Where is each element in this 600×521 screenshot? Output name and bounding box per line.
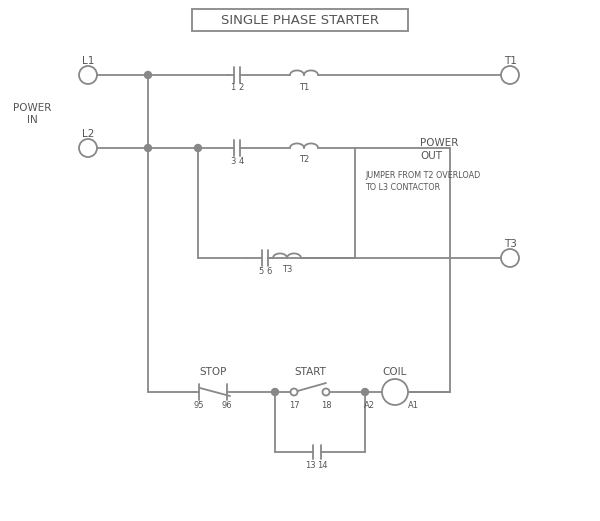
Text: L2: L2 bbox=[82, 129, 94, 139]
Text: 17: 17 bbox=[289, 401, 299, 410]
Text: STOP: STOP bbox=[199, 367, 227, 377]
Text: 14: 14 bbox=[317, 461, 327, 469]
Text: T3: T3 bbox=[503, 239, 517, 249]
Text: SINGLE PHASE STARTER: SINGLE PHASE STARTER bbox=[221, 14, 379, 27]
Text: L1: L1 bbox=[82, 56, 94, 66]
Text: POWER: POWER bbox=[13, 103, 51, 113]
Text: 5: 5 bbox=[259, 267, 263, 276]
Circle shape bbox=[290, 389, 298, 395]
Circle shape bbox=[361, 389, 368, 395]
Text: A1: A1 bbox=[407, 401, 419, 410]
Text: T2: T2 bbox=[299, 155, 309, 165]
Text: 2: 2 bbox=[238, 83, 244, 93]
Text: JUMPER FROM T2 OVERLOAD: JUMPER FROM T2 OVERLOAD bbox=[365, 171, 480, 180]
Text: 1: 1 bbox=[230, 83, 236, 93]
Text: 95: 95 bbox=[194, 401, 204, 410]
Circle shape bbox=[194, 144, 202, 152]
Text: IN: IN bbox=[26, 115, 37, 125]
Text: 6: 6 bbox=[266, 267, 272, 276]
Text: COIL: COIL bbox=[383, 367, 407, 377]
Circle shape bbox=[501, 66, 519, 84]
Text: 96: 96 bbox=[221, 401, 232, 410]
Circle shape bbox=[79, 139, 97, 157]
Circle shape bbox=[501, 249, 519, 267]
Text: A2: A2 bbox=[364, 401, 374, 410]
Text: 3: 3 bbox=[230, 156, 236, 166]
Text: T3: T3 bbox=[282, 266, 292, 275]
Circle shape bbox=[382, 379, 408, 405]
Text: T1: T1 bbox=[299, 82, 309, 92]
Circle shape bbox=[323, 389, 329, 395]
Text: TO L3 CONTACTOR: TO L3 CONTACTOR bbox=[365, 183, 440, 192]
Text: 4: 4 bbox=[238, 156, 244, 166]
Text: START: START bbox=[294, 367, 326, 377]
Text: M: M bbox=[391, 387, 400, 397]
Text: T1: T1 bbox=[503, 56, 517, 66]
Circle shape bbox=[271, 389, 278, 395]
Text: OUT: OUT bbox=[420, 151, 442, 161]
Circle shape bbox=[145, 144, 151, 152]
Text: 18: 18 bbox=[320, 401, 331, 410]
Text: POWER: POWER bbox=[420, 138, 458, 148]
Circle shape bbox=[79, 66, 97, 84]
Text: 13: 13 bbox=[305, 461, 316, 469]
Circle shape bbox=[145, 71, 151, 79]
